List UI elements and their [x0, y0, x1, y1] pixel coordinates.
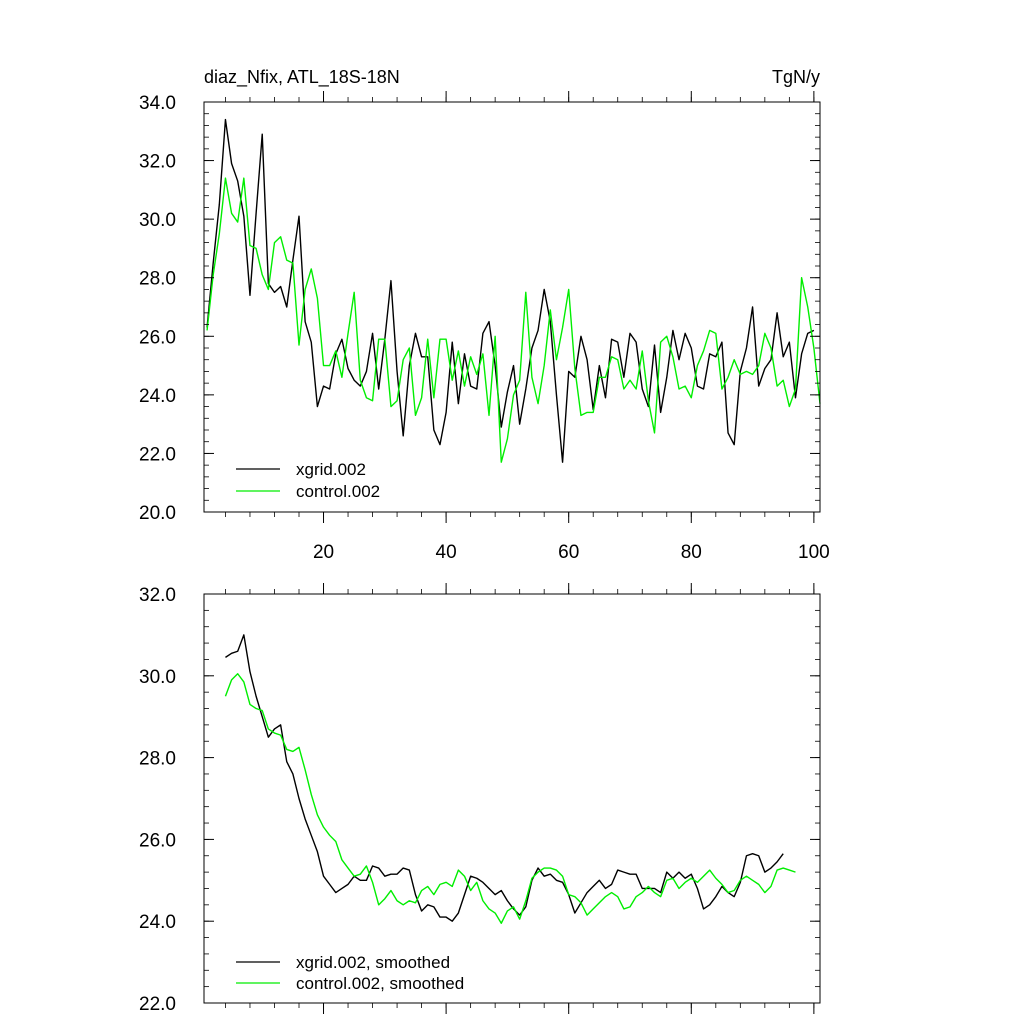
legend-label-xgrid: xgrid.002: [296, 460, 366, 479]
series-line-xgrid: [206, 118, 815, 463]
legend-label-control-smoothed: control.002, smoothed: [296, 974, 464, 993]
series-line-xgrid: [225, 634, 784, 922]
y-tick-label: 22.0: [139, 444, 176, 465]
x-tick-label: 100: [798, 542, 830, 563]
y-tick-label: 24.0: [139, 386, 176, 407]
y-tick-label: 24.0: [139, 912, 176, 933]
axis-ticks: 22.0 24.0 26.0 28.0 30.0 32.0: [139, 583, 820, 1015]
y-tick-label: 26.0: [139, 830, 176, 851]
x-tick-label: 40: [436, 542, 457, 563]
series-line-control: [206, 177, 821, 463]
legend-label-control: control.002: [296, 482, 380, 501]
y-tick-label: 30.0: [139, 667, 176, 688]
y-tick-label: 34.0: [139, 93, 176, 114]
smoothed-series-panel: xgrid.002, smoothed control.002, smoothe…: [139, 583, 821, 1015]
y-tick-label: 22.0: [139, 994, 176, 1015]
x-tick-label: 20: [313, 542, 334, 563]
plot-frame: [203, 593, 821, 1004]
raw-series-panel: diaz_Nfix, ATL_18S-18N TgN/y xgrid.002 c…: [139, 67, 830, 563]
y-tick-label: 20.0: [139, 503, 176, 524]
y-tick-label: 28.0: [139, 269, 176, 290]
legend-label-xgrid-smoothed: xgrid.002, smoothed: [296, 953, 450, 972]
y-tick-label: 32.0: [139, 585, 176, 606]
units-label: TgN/y: [772, 67, 820, 87]
series-lines: [206, 118, 821, 463]
y-tick-label: 26.0: [139, 327, 176, 348]
series-lines: [224, 634, 796, 924]
x-tick-label: 60: [558, 542, 579, 563]
y-tick-label: 28.0: [139, 749, 176, 770]
axis-ticks: 20.0 22.0 24.0 26.0 28.0 30.0 32.0 34.0 20 40 60 80…: [139, 91, 830, 563]
y-tick-label: 32.0: [139, 152, 176, 173]
series-line-control: [224, 673, 796, 924]
plot-frame: [203, 101, 821, 513]
y-tick-label: 30.0: [139, 210, 176, 231]
chart-title: diaz_Nfix, ATL_18S-18N: [204, 67, 400, 88]
x-tick-label: 80: [681, 542, 702, 563]
